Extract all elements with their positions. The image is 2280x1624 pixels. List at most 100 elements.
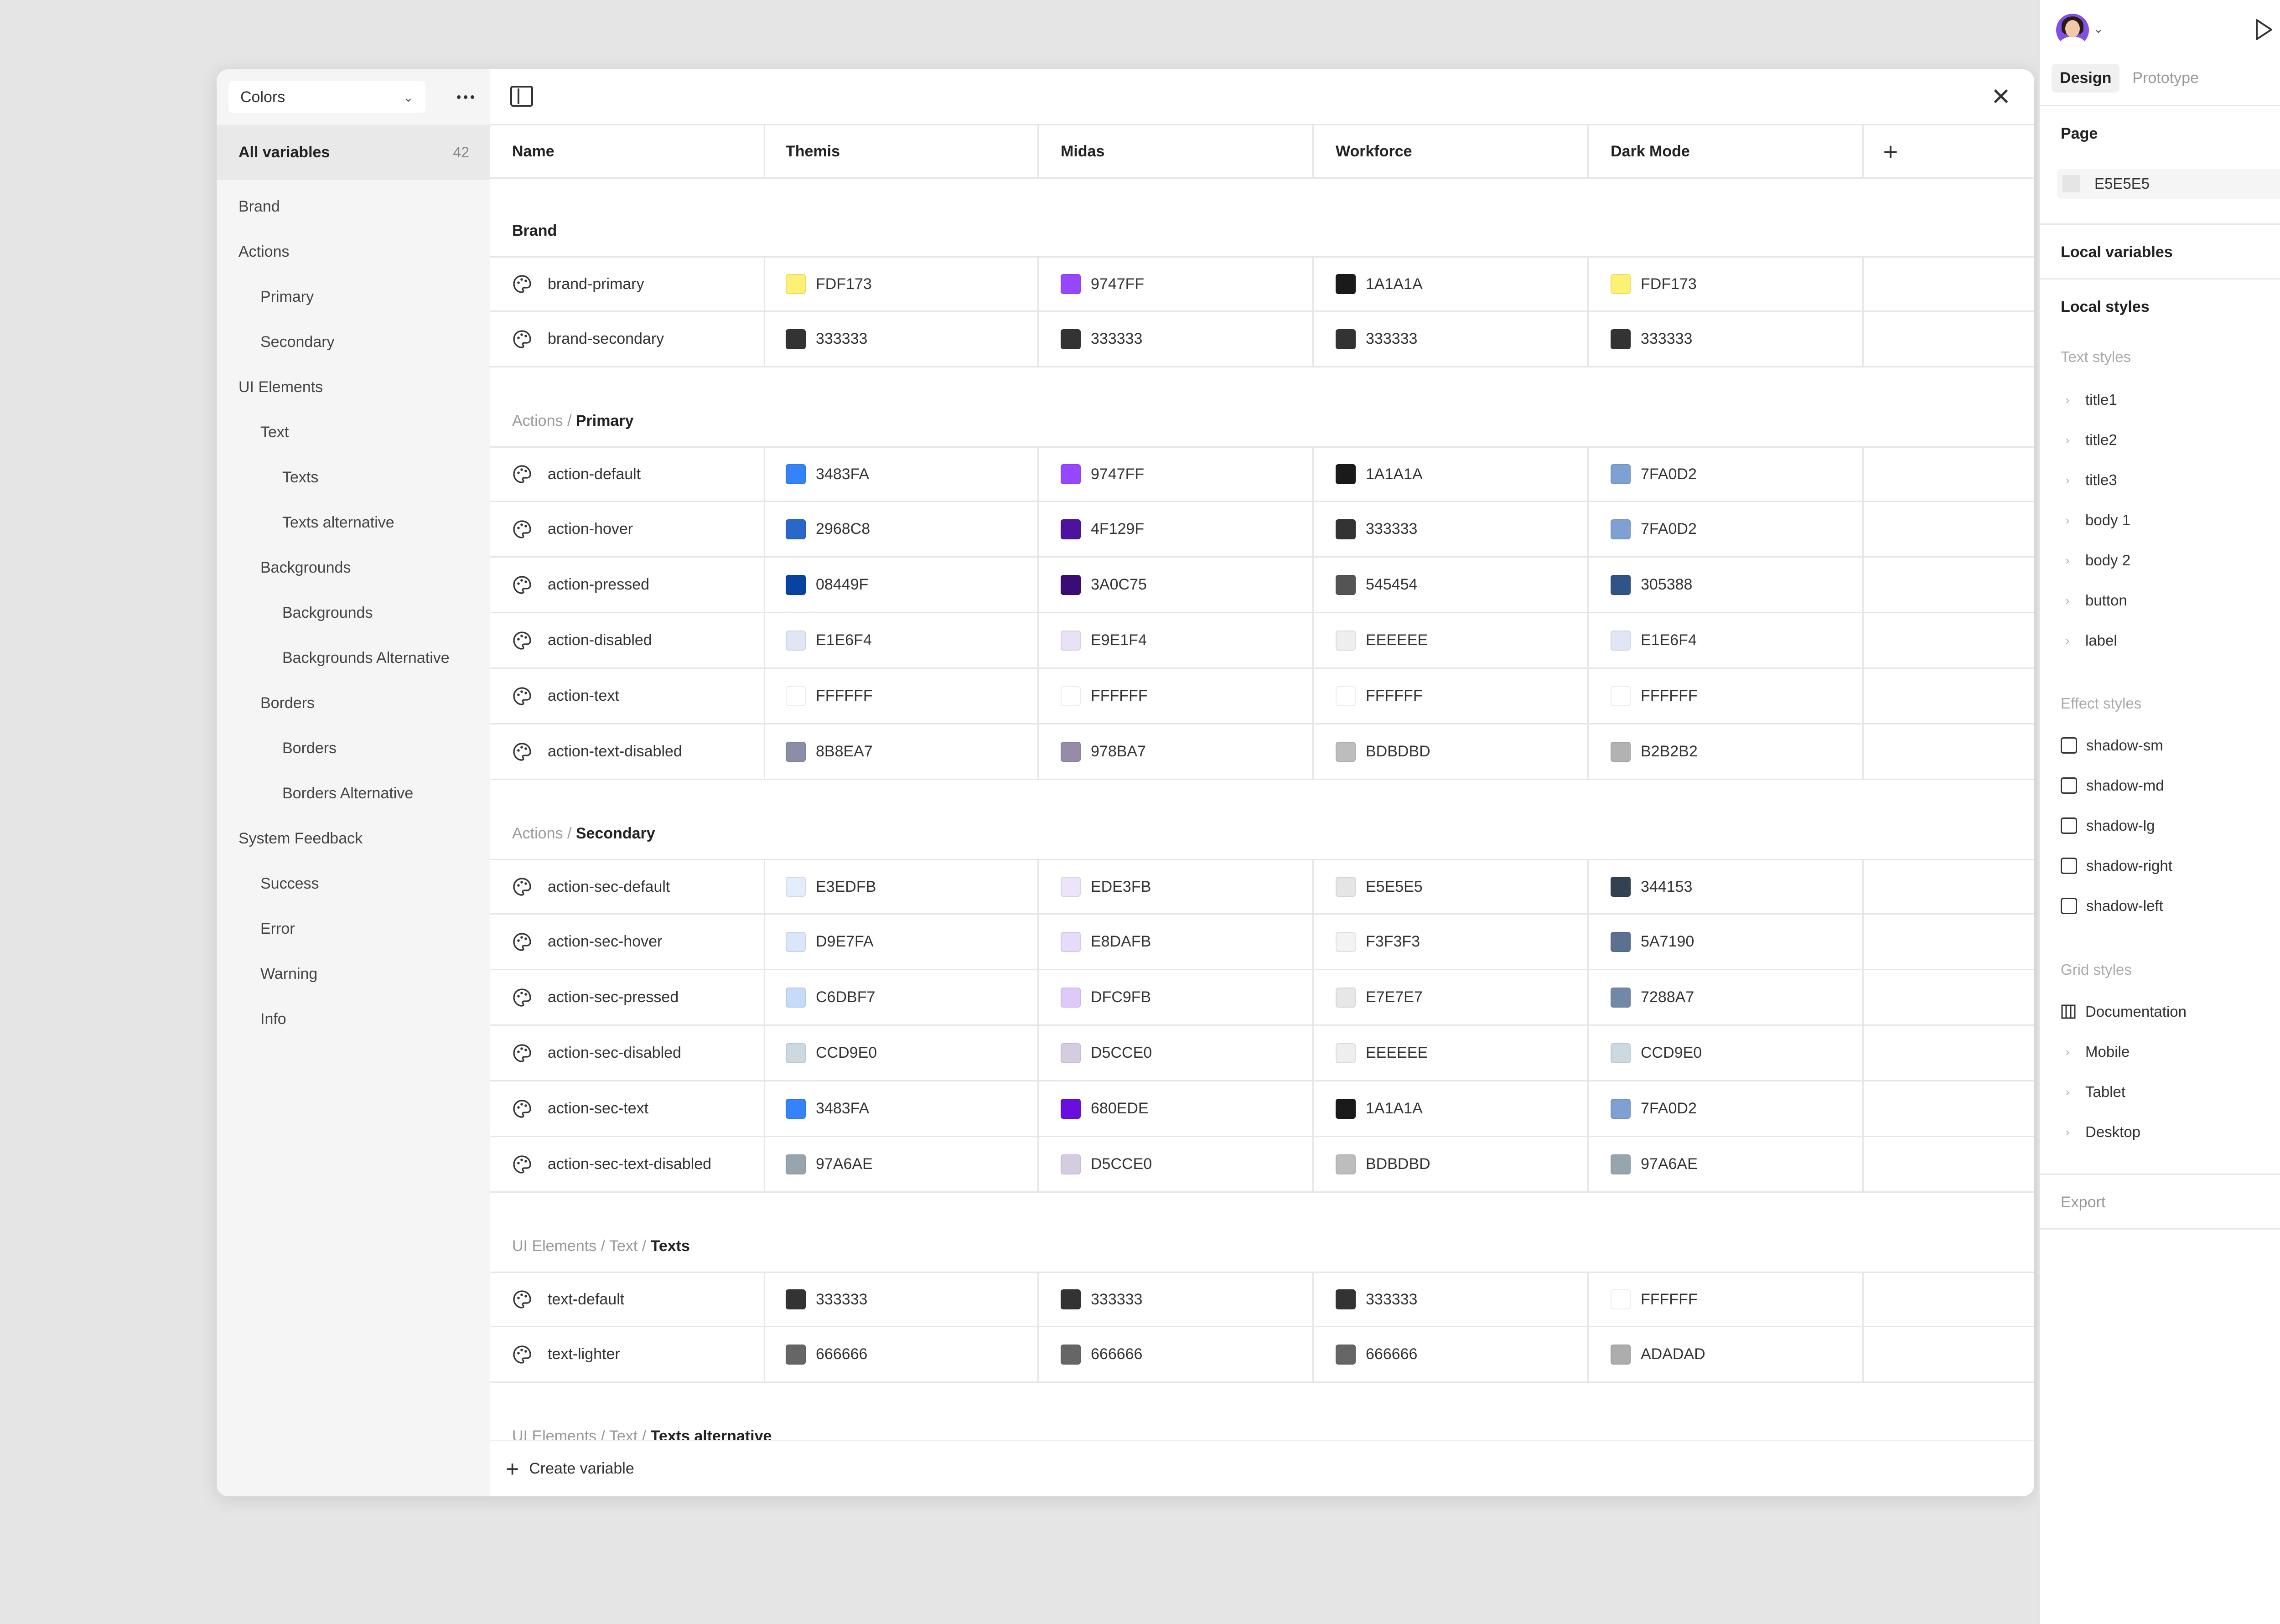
color-swatch[interactable] xyxy=(786,274,806,294)
color-value-cell[interactable]: 9747FF xyxy=(1039,448,1314,501)
color-swatch[interactable] xyxy=(1336,464,1356,484)
sidebar-group-item[interactable]: Success xyxy=(260,875,319,892)
text-style-item[interactable]: › body 2 xyxy=(2061,552,2130,569)
color-value-cell[interactable]: FFFFFF xyxy=(1589,669,1864,723)
table-row[interactable]: action-text-disabled 8B8EA7 978BA7 BDBDBD B2… xyxy=(490,724,2034,780)
color-swatch[interactable] xyxy=(1336,274,1356,294)
color-swatch[interactable] xyxy=(1061,1154,1081,1174)
color-value-cell[interactable]: D9E7FA xyxy=(764,915,1039,969)
color-value-cell[interactable]: E7E7E7 xyxy=(1314,970,1589,1024)
all-variables-item[interactable]: All variables 42 xyxy=(217,125,490,180)
color-swatch[interactable] xyxy=(1336,987,1356,1008)
color-value-cell[interactable]: 8B8EA7 xyxy=(764,724,1039,779)
chevron-right-icon[interactable]: › xyxy=(2065,513,2070,527)
create-variable-button[interactable]: + Create variable xyxy=(490,1440,2034,1496)
variable-name-cell[interactable]: brand-primary xyxy=(490,258,765,310)
color-value-cell[interactable]: 3483FA xyxy=(764,1081,1039,1136)
color-value-cell[interactable]: 333333 xyxy=(1589,312,1864,366)
color-swatch[interactable] xyxy=(1336,574,1356,595)
sidebar-group-item[interactable]: Borders xyxy=(260,694,315,712)
color-swatch[interactable] xyxy=(786,686,806,706)
sidebar-group-item[interactable]: Texts alternative xyxy=(282,514,394,531)
color-value-cell[interactable]: 4F129F xyxy=(1039,502,1314,556)
variable-name-cell[interactable]: brand-secondary xyxy=(490,312,765,366)
variable-name-cell[interactable]: action-sec-hover xyxy=(490,915,765,969)
color-swatch[interactable] xyxy=(1611,877,1631,897)
color-swatch[interactable] xyxy=(1336,686,1356,706)
color-value-cell[interactable]: 2968C8 xyxy=(764,502,1039,556)
color-swatch[interactable] xyxy=(1611,329,1631,349)
color-swatch[interactable] xyxy=(1061,1289,1081,1309)
color-value-cell[interactable]: 333333 xyxy=(764,1273,1039,1326)
color-value-cell[interactable]: FDF173 xyxy=(1589,258,1864,310)
sidebar-group-item[interactable]: Actions xyxy=(238,243,290,260)
color-swatch[interactable] xyxy=(786,1154,806,1174)
chevron-right-icon[interactable]: › xyxy=(2065,473,2070,487)
effect-style-item[interactable]: shadow-right xyxy=(2061,857,2172,874)
color-swatch[interactable] xyxy=(1611,987,1631,1008)
add-mode-icon[interactable]: + xyxy=(1883,137,1898,166)
color-swatch[interactable] xyxy=(1336,519,1356,539)
color-value-cell[interactable]: 7FA0D2 xyxy=(1589,1081,1864,1136)
effect-style-item[interactable]: shadow-sm xyxy=(2061,737,2163,754)
color-value-cell[interactable]: 3483FA xyxy=(764,448,1039,501)
chevron-right-icon[interactable]: › xyxy=(2065,633,2070,647)
variable-name-cell[interactable]: action-text xyxy=(490,669,765,723)
color-swatch[interactable] xyxy=(1061,574,1081,595)
color-value-cell[interactable]: D5CCE0 xyxy=(1039,1026,1314,1080)
text-style-item[interactable]: › button xyxy=(2061,592,2127,609)
color-swatch[interactable] xyxy=(786,931,806,952)
color-swatch[interactable] xyxy=(1061,464,1081,484)
color-value-cell[interactable]: 1A1A1A xyxy=(1314,258,1589,310)
color-swatch[interactable] xyxy=(1611,519,1631,539)
color-swatch[interactable] xyxy=(1611,630,1631,651)
color-value-cell[interactable]: 333333 xyxy=(1314,502,1589,556)
color-value-cell[interactable]: E8DAFB xyxy=(1039,915,1314,969)
variable-name-cell[interactable]: action-sec-pressed xyxy=(490,970,765,1024)
color-swatch[interactable] xyxy=(1061,274,1081,294)
chevron-right-icon[interactable]: › xyxy=(2065,1045,2070,1059)
color-swatch[interactable] xyxy=(1611,686,1631,706)
color-value-cell[interactable]: 666666 xyxy=(764,1327,1039,1381)
table-row[interactable]: action-default 3483FA 9747FF 1A1A1A 7FA0D2 xyxy=(490,446,2034,502)
collection-select[interactable]: Colors ⌄ xyxy=(228,81,425,113)
color-swatch[interactable] xyxy=(1611,741,1631,762)
color-swatch[interactable] xyxy=(1336,1289,1356,1309)
variable-name-cell[interactable]: action-disabled xyxy=(490,613,765,667)
variable-name-cell[interactable]: action-sec-disabled xyxy=(490,1026,765,1080)
column-header-mode[interactable]: Dark Mode xyxy=(1589,125,1864,177)
color-value-cell[interactable]: 9747FF xyxy=(1039,258,1314,310)
effect-style-item[interactable]: shadow-left xyxy=(2061,897,2163,915)
color-swatch[interactable] xyxy=(1336,329,1356,349)
page-color-value[interactable]: E5E5E5 xyxy=(2094,175,2150,192)
color-value-cell[interactable]: 1A1A1A xyxy=(1314,1081,1589,1136)
table-row[interactable]: action-sec-text-disabled 97A6AE D5CCE0 BDBD… xyxy=(490,1137,2034,1193)
color-value-cell[interactable]: 545454 xyxy=(1314,558,1589,612)
color-swatch[interactable] xyxy=(1336,877,1356,897)
table-row[interactable]: action-hover 2968C8 4F129F 333333 7FA0D2 xyxy=(490,502,2034,558)
color-value-cell[interactable]: 978BA7 xyxy=(1039,724,1314,779)
color-value-cell[interactable]: 333333 xyxy=(1314,1273,1589,1326)
sidebar-group-item[interactable]: UI Elements xyxy=(238,378,323,396)
variable-name-cell[interactable]: action-sec-text xyxy=(490,1081,765,1136)
more-options-button[interactable] xyxy=(452,87,479,108)
variable-name-cell[interactable]: action-hover xyxy=(490,502,765,556)
color-value-cell[interactable]: 333333 xyxy=(1314,312,1589,366)
color-value-cell[interactable]: E1E6F4 xyxy=(1589,613,1864,667)
color-swatch[interactable] xyxy=(786,877,806,897)
color-value-cell[interactable]: EDE3FB xyxy=(1039,860,1314,913)
color-value-cell[interactable]: 680EDE xyxy=(1039,1081,1314,1136)
variable-name-cell[interactable]: action-sec-default xyxy=(490,860,765,913)
color-swatch[interactable] xyxy=(1336,630,1356,651)
sidebar-group-item[interactable]: Borders Alternative xyxy=(282,785,414,802)
variable-name-cell[interactable]: action-text-disabled xyxy=(490,724,765,779)
chevron-right-icon[interactable]: › xyxy=(2065,593,2070,607)
table-row[interactable]: action-sec-default E3EDFB EDE3FB E5E5E5 3441… xyxy=(490,859,2034,915)
color-swatch[interactable] xyxy=(1336,1043,1356,1063)
color-value-cell[interactable]: 333333 xyxy=(1039,312,1314,366)
chevron-right-icon[interactable]: › xyxy=(2065,1085,2070,1099)
chevron-right-icon[interactable]: › xyxy=(2065,393,2070,407)
color-swatch[interactable] xyxy=(1611,1154,1631,1174)
color-value-cell[interactable]: F3F3F3 xyxy=(1314,915,1589,969)
color-value-cell[interactable]: 3A0C75 xyxy=(1039,558,1314,612)
